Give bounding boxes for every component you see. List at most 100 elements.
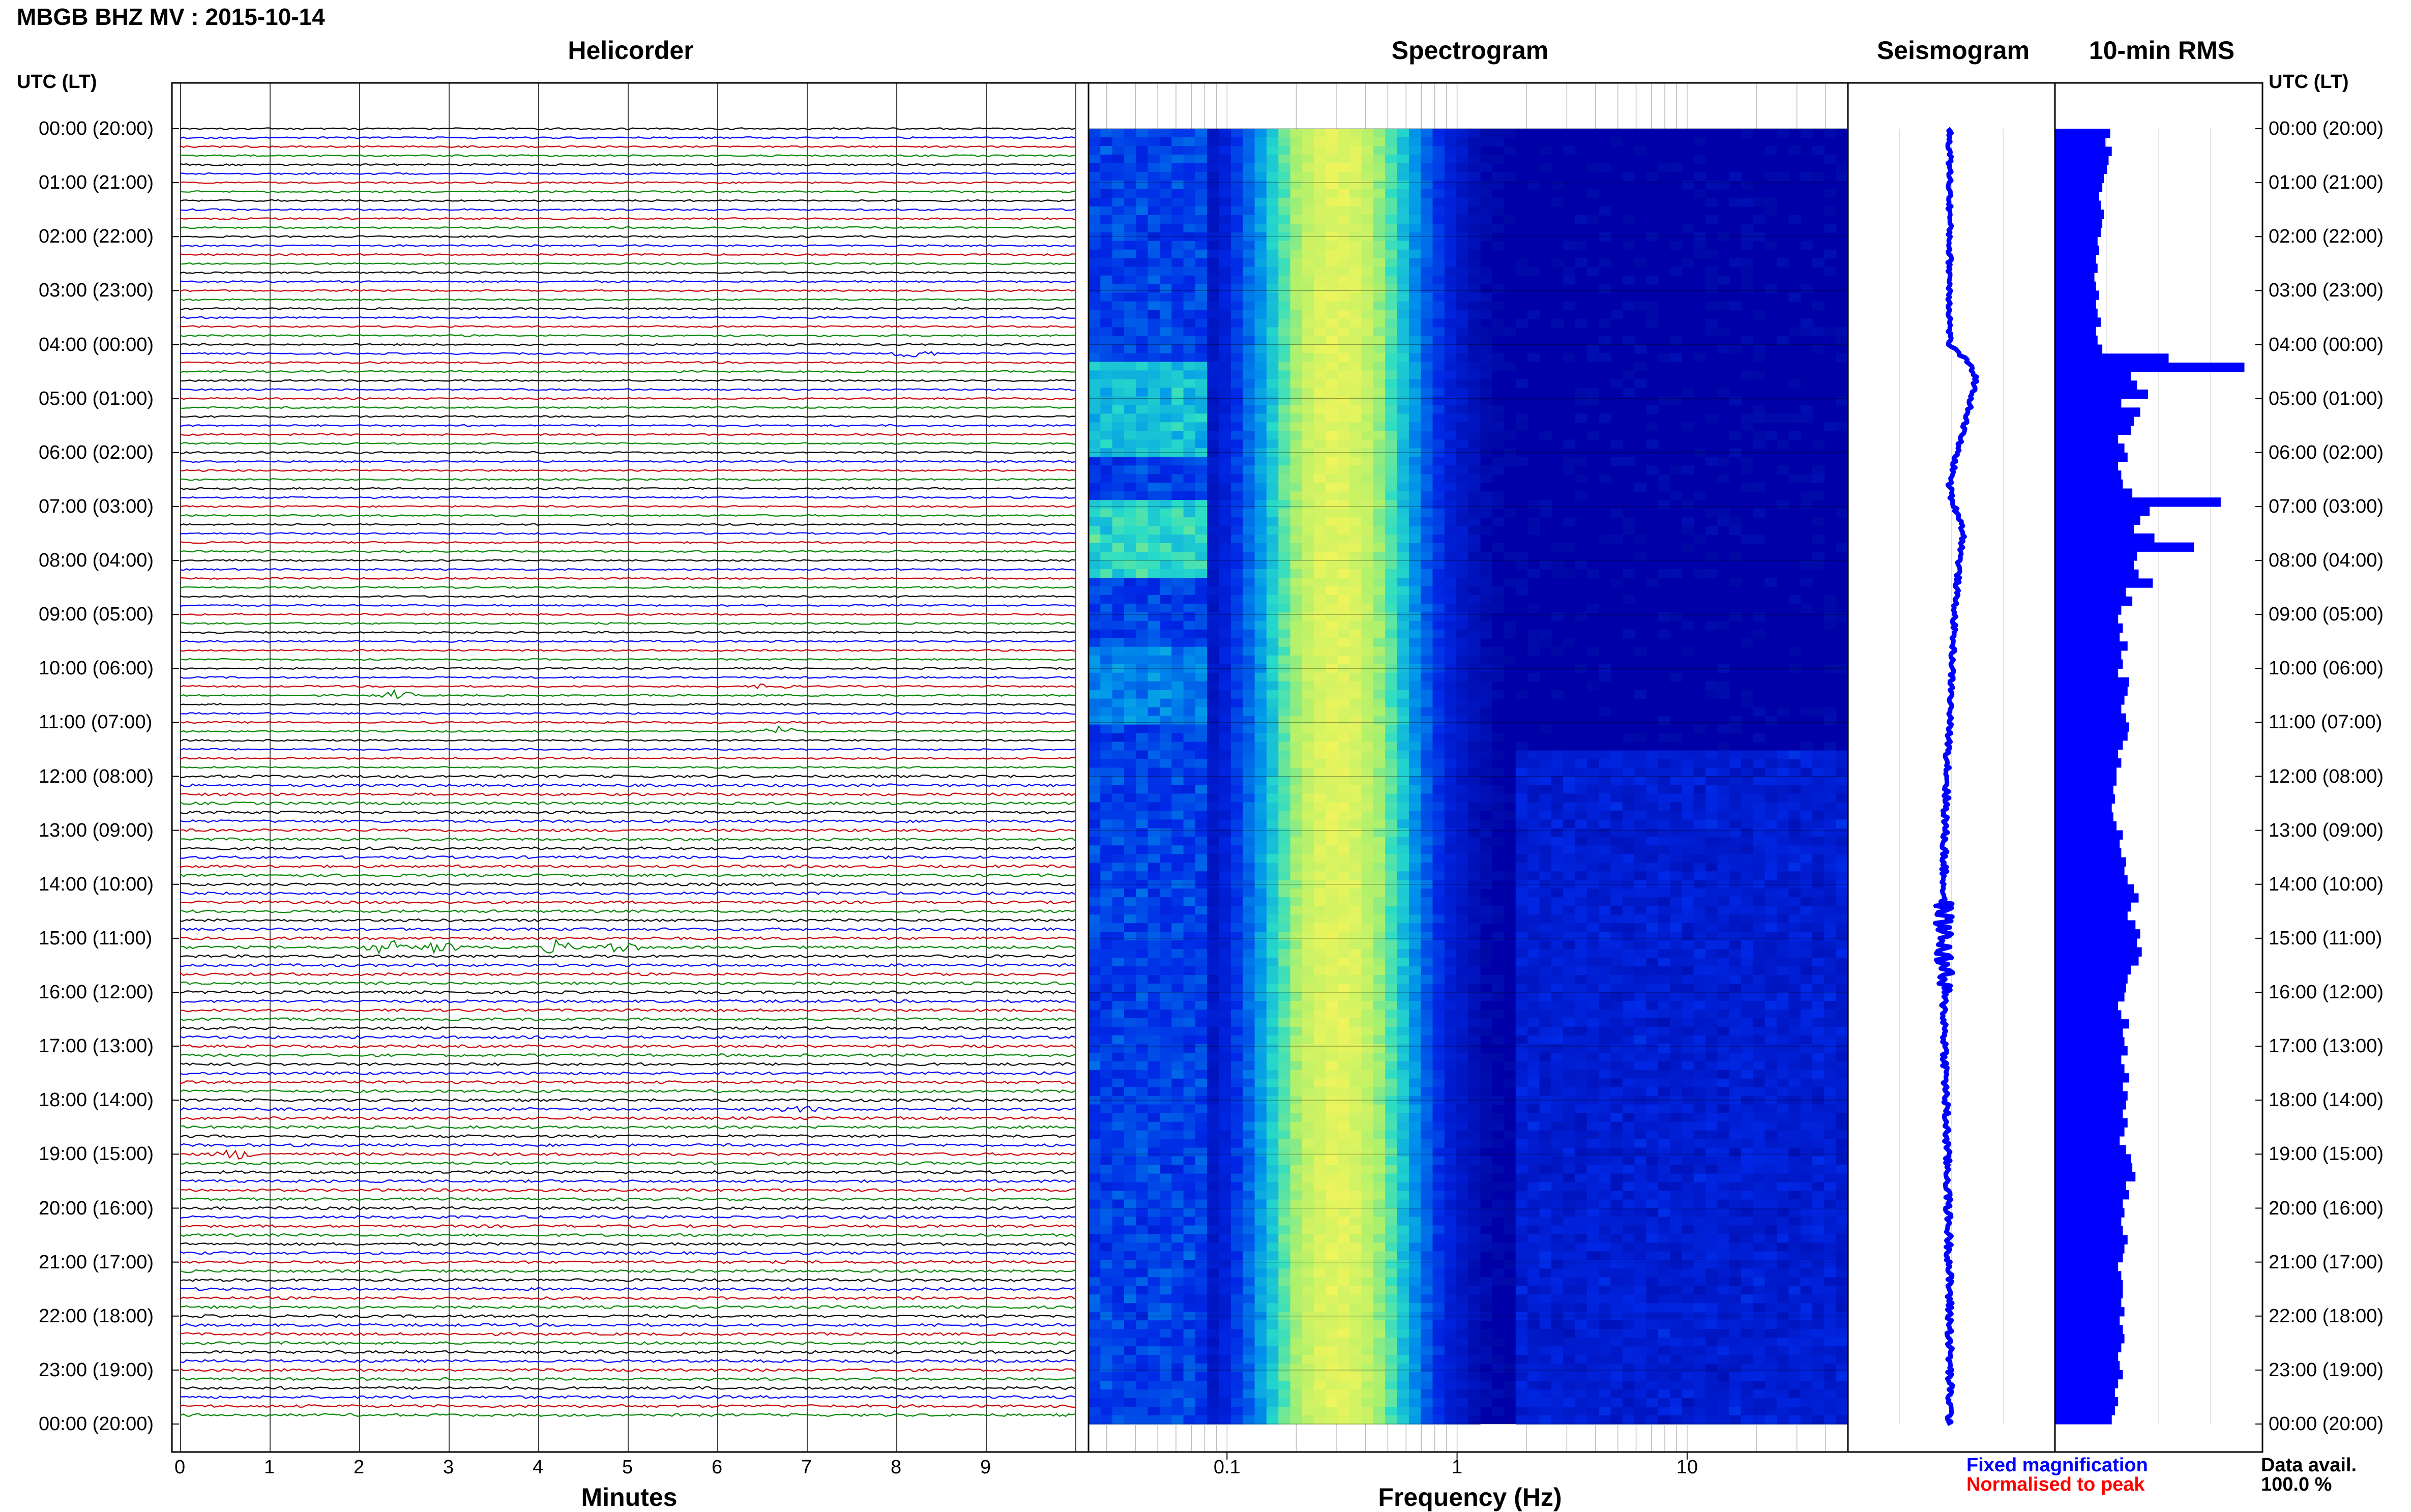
spectrogram-cell	[1682, 759, 1694, 768]
spectrogram-cell	[1480, 439, 1492, 449]
spectrogram-cell	[1219, 163, 1231, 172]
spectrogram-cell	[1397, 992, 1409, 1001]
spectrogram-cell	[1326, 483, 1338, 492]
spectrogram-cell	[1183, 396, 1196, 406]
spectrogram-cell	[1373, 802, 1386, 812]
spectrogram-cell	[1788, 793, 1801, 803]
spectrogram-cell	[1148, 595, 1160, 604]
spectrogram-cell	[1278, 620, 1291, 630]
spectrogram-cell	[1361, 906, 1374, 915]
spectrogram-cell	[1136, 560, 1149, 570]
spectrogram-cell	[1171, 422, 1184, 432]
spectrogram-cell	[1646, 405, 1659, 414]
spectrogram-cell	[1432, 923, 1445, 932]
spectrogram-cell	[1219, 543, 1231, 552]
spectrogram-cell	[1622, 819, 1635, 829]
spectrogram-cell	[1361, 431, 1374, 440]
spectrogram-cell	[1753, 793, 1766, 803]
spectrogram-cell	[1586, 569, 1599, 578]
spectrogram-cell	[1207, 811, 1220, 820]
spectrogram-cell	[1824, 923, 1837, 932]
spectrogram-cell	[1266, 1018, 1279, 1027]
spectrogram-cell	[1444, 698, 1457, 708]
spectrogram-cell	[1444, 716, 1457, 725]
spectrogram-cell	[1195, 1035, 1208, 1045]
spectrogram-cell	[1290, 664, 1303, 673]
spectrogram-cell	[1243, 1026, 1255, 1036]
spectrogram-cell	[1183, 698, 1196, 708]
spectrogram-cell	[1646, 310, 1659, 319]
spectrogram-cell	[1800, 845, 1813, 855]
spectrogram-cell	[1800, 906, 1813, 915]
spectrogram-cell	[1729, 1026, 1742, 1036]
spectrogram-cell	[1456, 914, 1469, 924]
spectrogram-cell	[1706, 569, 1718, 578]
spectrogram-cell	[1421, 1035, 1433, 1045]
spectrogram-cell	[1622, 854, 1635, 864]
spectrogram-cell	[1254, 353, 1267, 363]
spectrogram-cell	[1266, 439, 1279, 449]
spectrogram-cell	[1183, 837, 1196, 846]
spectrogram-cell	[1682, 1018, 1694, 1027]
spectrogram-cell	[1373, 595, 1386, 604]
spectrogram-cell	[1326, 500, 1338, 509]
spectrogram-cell	[1148, 958, 1160, 967]
spectrogram-cell	[1812, 1018, 1825, 1027]
spectrogram-cell	[1586, 681, 1599, 691]
spectrogram-cell	[1148, 284, 1160, 293]
spectrogram-cell	[1385, 439, 1398, 449]
spectrogram-cell	[1148, 163, 1160, 172]
spectrogram-cell	[1836, 958, 1848, 967]
spectrogram-cell	[1254, 845, 1267, 855]
spectrogram-cell	[1492, 871, 1505, 881]
spectrogram-cell	[1539, 837, 1552, 846]
spectrogram-cell	[1421, 1010, 1433, 1019]
spectrogram-cell	[1230, 975, 1243, 984]
spectrogram-cell	[1480, 431, 1492, 440]
spectrogram-cell	[1124, 923, 1137, 932]
spectrogram-cell	[1112, 586, 1125, 596]
spectrogram-cell	[1171, 379, 1184, 389]
spectrogram-cell	[1456, 897, 1469, 906]
spectrogram-cell	[1278, 690, 1291, 699]
spectrogram-cell	[1183, 897, 1196, 906]
spectrogram-cell	[1290, 275, 1303, 285]
spectrogram-cell	[1385, 327, 1398, 337]
spectrogram-cell	[1148, 707, 1160, 717]
spectrogram-cell	[1207, 215, 1220, 224]
spectrogram-cell	[1230, 457, 1243, 466]
spectrogram-cell	[1124, 500, 1137, 509]
spectrogram-cell	[1326, 310, 1338, 319]
spectrogram-cell	[1432, 906, 1445, 915]
spectrogram-cell	[1456, 413, 1469, 423]
spectrogram-cell	[1171, 992, 1184, 1001]
spectrogram-cell	[1444, 776, 1457, 786]
spectrogram-cell	[1254, 552, 1267, 561]
spectrogram-cell	[1183, 388, 1196, 397]
spectrogram-cell	[1171, 1001, 1184, 1010]
spectrogram-cell	[1610, 966, 1623, 975]
spectrogram-cell	[1100, 509, 1113, 518]
spectrogram-cell	[1527, 880, 1540, 890]
spectrogram-cell	[1682, 854, 1694, 864]
spectrogram-cell	[1788, 932, 1801, 941]
spectrogram-cell	[1432, 318, 1445, 328]
spectrogram-cell	[1314, 318, 1327, 328]
spectrogram-cell	[1646, 793, 1659, 803]
spectrogram-cell	[1337, 517, 1350, 526]
spectrogram-cell	[1195, 733, 1208, 743]
spectrogram-cell	[1468, 465, 1481, 475]
spectrogram-cell	[1622, 370, 1635, 380]
spectrogram-cell	[1100, 828, 1113, 838]
spectrogram-cell	[1408, 1035, 1421, 1045]
spectrogram-cell	[1136, 517, 1149, 526]
spectrogram-cell	[1693, 353, 1706, 363]
spectrogram-cell	[1408, 655, 1421, 665]
spectrogram-cell	[1100, 517, 1113, 526]
spectrogram-cell	[1456, 379, 1469, 389]
spectrogram-cell	[1421, 396, 1433, 406]
spectrogram-cell	[1207, 396, 1220, 406]
spectrogram-cell	[1148, 180, 1160, 190]
spectrogram-cell	[1314, 785, 1327, 794]
spectrogram-cell	[1753, 932, 1766, 941]
